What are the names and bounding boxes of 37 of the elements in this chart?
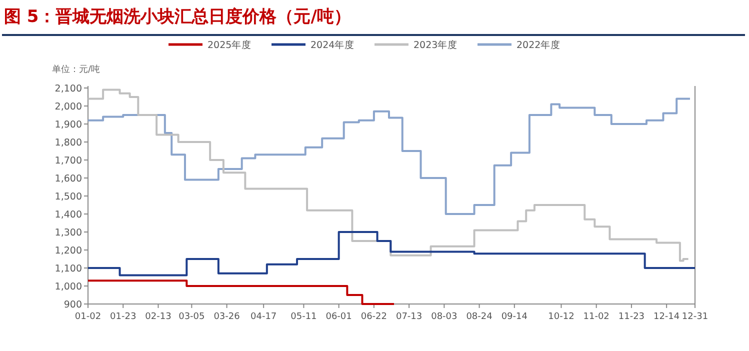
legend-label: 2024年度: [310, 39, 355, 51]
y-tick-label: 1,600: [54, 174, 82, 184]
y-axis-title: 单位：元/吨: [52, 64, 100, 75]
y-tick-label: 1,200: [54, 246, 82, 256]
legend-label: 2025年度: [208, 39, 252, 51]
x-tick-label: 03-05: [178, 312, 205, 322]
x-tick-label: 11-02: [583, 312, 610, 322]
x-tick-label: 01-02: [74, 312, 102, 322]
y-tick-label: 1,000: [54, 282, 82, 292]
x-tick-label: 10-12: [548, 312, 574, 322]
x-tick-label: 11-23: [618, 312, 645, 322]
y-tick-label: 1,300: [54, 228, 82, 238]
x-tick-label: 06-01: [326, 312, 352, 322]
x-tick-label: 04-17: [250, 312, 277, 322]
y-tick-label: 1,500: [54, 192, 82, 202]
x-tick-label: 08-03: [431, 312, 458, 322]
y-tick-label: 2,000: [54, 102, 82, 112]
x-tick-label: 02-13: [145, 312, 172, 322]
chart-title: 图 5：晋城无烟洗小块汇总日度价格（元/吨）: [4, 7, 351, 27]
legend-label: 2022年度: [516, 39, 561, 51]
x-tick-label: 03-26: [214, 312, 240, 322]
x-tick-label: 12-31: [682, 312, 708, 322]
x-tick-label: 01-23: [110, 312, 136, 322]
y-tick-label: 900: [64, 300, 82, 310]
x-tick-label: 09-14: [501, 312, 528, 322]
x-tick-label: 05-11: [290, 312, 317, 322]
y-tick-label: 1,400: [54, 210, 82, 220]
x-tick-label: 08-24: [466, 312, 493, 322]
legend-label: 2023年度: [414, 39, 458, 51]
y-tick-label: 2,100: [54, 84, 82, 94]
y-tick-label: 1,700: [54, 156, 82, 166]
y-tick-label: 1,900: [54, 120, 82, 130]
y-tick-label: 1,100: [54, 264, 82, 274]
x-tick-label: 07-13: [396, 312, 422, 322]
y-tick-label: 1,800: [54, 138, 82, 148]
x-tick-label: 06-22: [360, 312, 388, 322]
x-tick-label: 12-14: [653, 312, 680, 322]
